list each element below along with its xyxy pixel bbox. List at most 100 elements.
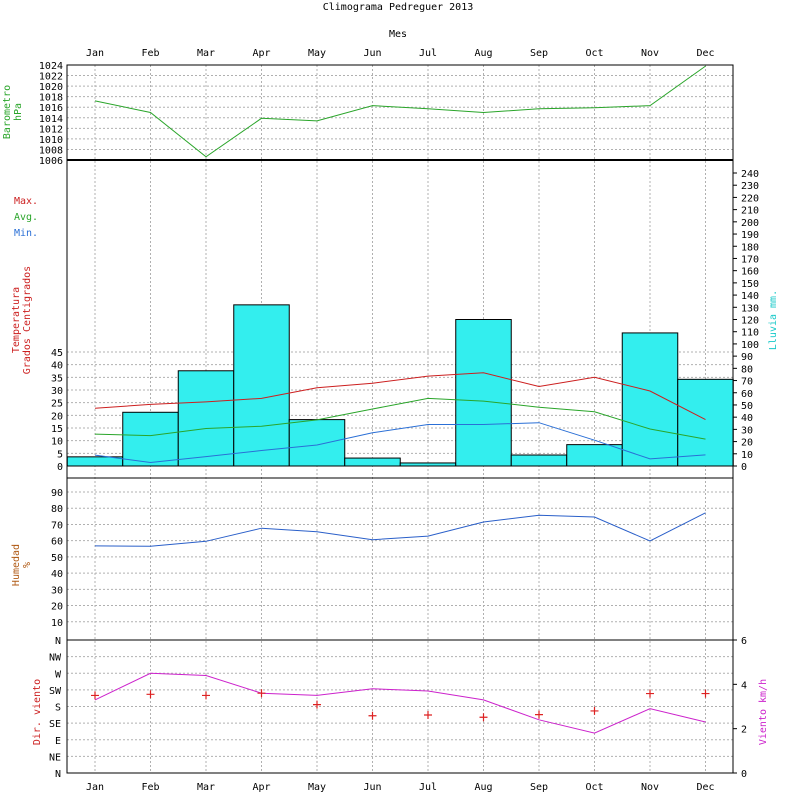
wind-speed-tick-label: 6 (741, 636, 747, 647)
pressure-tick-label: 1014 (39, 114, 63, 125)
humidity-tick-label: 40 (51, 569, 63, 580)
rain-bar (455, 319, 512, 467)
temperature-tick-label: 20 (51, 411, 63, 422)
wind-direction-axis-title: Dir. viento (32, 679, 43, 745)
rain-bar (344, 457, 401, 467)
humidity-tick-label: 70 (51, 520, 63, 531)
rain-bars (66, 304, 734, 467)
wind-direction-marker (146, 690, 155, 699)
rain-tick-label: 160 (741, 267, 759, 278)
panel-frames (66, 64, 737, 774)
rain-tick-label: 50 (741, 401, 753, 412)
x-tick-label-bottom: Jul (419, 782, 437, 793)
pressure-line (94, 65, 706, 158)
x-tick-label-bottom: Jan (86, 782, 104, 793)
x-tick-label-top: Jul (419, 48, 437, 59)
legend-entry: Max. (14, 196, 38, 207)
rain-bar (621, 332, 679, 467)
rain-bar (122, 411, 179, 467)
wind-speed-tick-label: 4 (741, 680, 747, 691)
rain-tick-label: 140 (741, 291, 759, 302)
x-tick-label-top: May (308, 48, 326, 59)
rain-tick-label: 190 (741, 230, 759, 241)
humidity-tick-label: 10 (51, 618, 63, 629)
rain-tick-label: 100 (741, 340, 759, 351)
wind-direction-marker (202, 691, 210, 700)
humidity-tick-label: 80 (51, 504, 63, 515)
humidity-tick-label: 20 (51, 602, 63, 613)
wind-direction-tick-label: W (55, 669, 62, 680)
rain-bar (399, 462, 457, 467)
pressure-tick-label: 1022 (39, 72, 63, 83)
rain-bar (677, 378, 734, 467)
rain-bar (177, 370, 235, 467)
rain-bar (510, 454, 568, 467)
wind-direction-marker (313, 700, 321, 709)
rain-tick-label: 20 (741, 438, 753, 449)
wind-direction-marker (368, 711, 377, 720)
x-tick-label-bottom: Oct (585, 782, 603, 793)
min-temperature-line (94, 422, 706, 464)
rain-tick-label: 200 (741, 218, 759, 229)
wind-direction-tick-label: S (55, 703, 61, 714)
humidity-tick-label: 90 (51, 488, 63, 499)
pressure-tick-label: 1024 (39, 61, 63, 72)
wind-panel-frame (66, 639, 734, 774)
legend-entry: Min. (14, 228, 38, 239)
rain-tick-label: 150 (741, 279, 759, 290)
x-tick-label-bottom: Mar (197, 782, 215, 793)
x-tick-label-bottom: Sep (530, 782, 548, 793)
x-tick-label-top: Feb (141, 48, 159, 59)
temperature-tick-label: 35 (51, 373, 63, 384)
x-tick-label-top: Nov (641, 48, 659, 59)
temperature-tick-label: 10 (51, 437, 63, 448)
rain-tick-label: 240 (741, 169, 759, 180)
wind-direction-marker (424, 710, 432, 719)
series-lines (91, 65, 710, 734)
axis-labels: Jan Jan Feb Feb Mar Mar Apr Apr May May Jun Jun Jul J… (2, 48, 779, 793)
x-tick-label-bottom: May (308, 782, 326, 793)
rain-tick-label: 60 (741, 389, 753, 400)
humidity-line (94, 512, 706, 547)
temperature-tick-label: 30 (51, 386, 63, 397)
humidity-axis-title: Humedad (11, 544, 22, 586)
pressure-panel-frame (66, 64, 734, 161)
rain-axis-title: Lluvia mm. (768, 290, 779, 350)
wind-direction-marker (646, 689, 654, 698)
wind-direction-marker (91, 691, 99, 700)
pressure-axis-title: Barometro (2, 85, 13, 139)
avg-temperature-line (94, 397, 706, 440)
x-tick-label-bottom: Apr (252, 782, 270, 793)
wind-direction-marker (257, 689, 266, 698)
rain-tick-label: 210 (741, 206, 759, 217)
pressure-tick-label: 1018 (39, 93, 63, 104)
x-tick-label-top: Dec (696, 48, 714, 59)
rain-tick-label: 130 (741, 303, 759, 314)
rain-tick-label: 80 (741, 364, 753, 375)
temperature-tick-label: 25 (51, 399, 63, 410)
rain-tick-label: 40 (741, 413, 753, 424)
x-tick-label-top: Jan (86, 48, 104, 59)
legend-entry: Avg. (14, 212, 38, 223)
temperature-tick-label: 0 (57, 462, 63, 473)
temperature-axis-title: Temperatura (11, 287, 22, 353)
temperature-axis-title: Grados Centigrados (22, 266, 33, 374)
pressure-tick-label: 1016 (39, 103, 63, 114)
wind-speed-line (94, 672, 706, 734)
x-axis-label: Mes (389, 29, 407, 40)
max-temperature-line (94, 372, 706, 421)
rain-bar (66, 456, 124, 467)
x-tick-label-top: Sep (530, 48, 548, 59)
temperature-tick-label: 5 (57, 449, 63, 460)
wind-direction-marker (479, 713, 488, 722)
pressure-tick-label: 1012 (39, 124, 63, 135)
chart-title: Climograma Pedreguer 2013 (323, 2, 474, 13)
temperature-tick-label: 40 (51, 361, 63, 372)
wind-direction-tick-label: E (55, 736, 61, 747)
pressure-tick-label: 1006 (39, 156, 63, 167)
rain-tick-label: 30 (741, 425, 753, 436)
rain-tick-label: 230 (741, 181, 759, 192)
wind-direction-tick-label: N (55, 636, 61, 647)
wind-speed-tick-label: 0 (741, 769, 747, 780)
pressure-tick-label: 1008 (39, 145, 63, 156)
